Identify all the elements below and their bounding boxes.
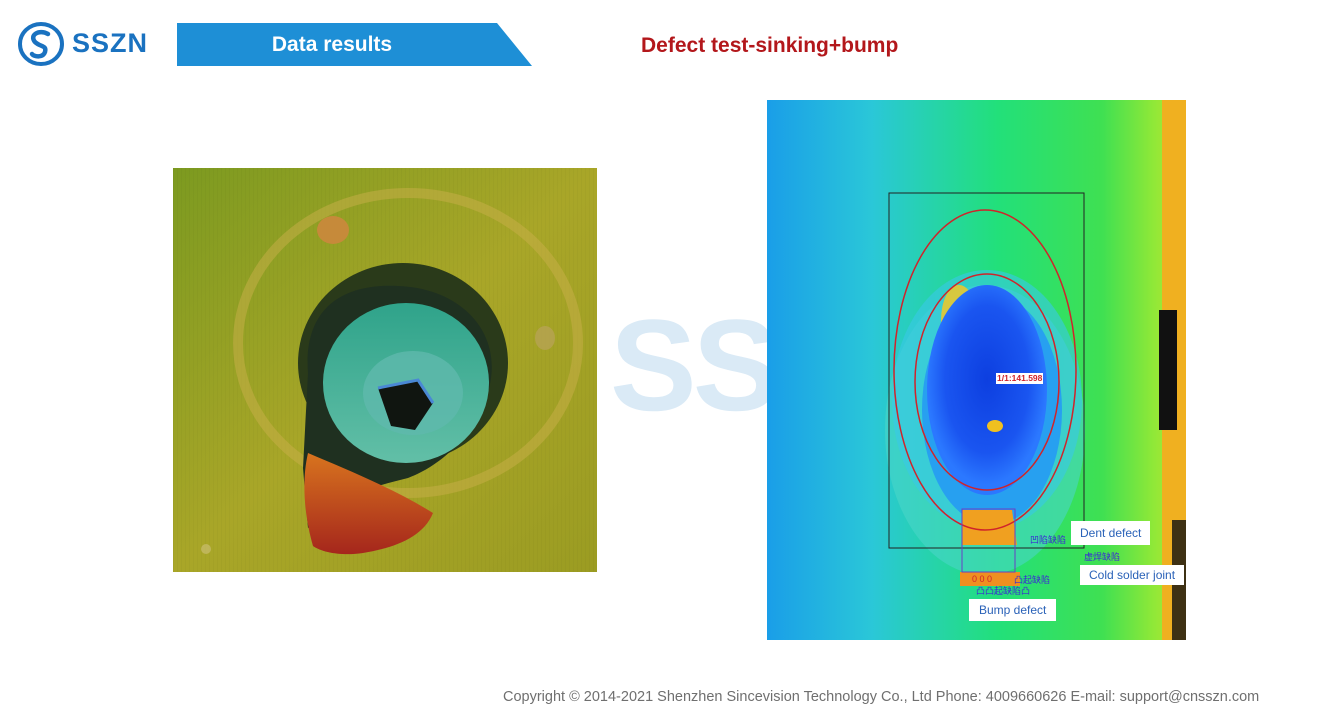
section-title: Data results <box>271 33 393 56</box>
measurement-label: 1/1:141.598 <box>996 373 1044 384</box>
dent-defect-tag: 凹陷缺陷 <box>1030 535 1067 545</box>
footer-copyright: Copyright © 2014-2021 Shenzhen Sincevisi… <box>503 689 1260 705</box>
cold-solder-callout: Cold solder joint <box>1080 565 1185 585</box>
bump-defect-callout: Bump defect <box>969 599 1057 621</box>
page-title: Defect test-sinking+bump <box>641 34 899 57</box>
section-banner <box>177 23 532 66</box>
cold-solder-tag: 虚焊缺陷 <box>1084 552 1121 562</box>
watermark-text: SS <box>610 292 779 438</box>
brand-name: SSZN <box>72 28 149 58</box>
dent-defect-callout: Dent defect <box>1071 521 1151 545</box>
small-marker-tag: 0 0 0 <box>972 574 993 584</box>
sszn-logo-icon <box>18 22 64 66</box>
bump-defect-tag: 凸起缺陷 <box>1014 575 1051 585</box>
bump-defect-tag-2: 凸凸起缺陷凸 <box>976 586 1031 596</box>
height-map-3d-image <box>173 168 597 572</box>
defect-detection-image <box>767 100 1186 640</box>
